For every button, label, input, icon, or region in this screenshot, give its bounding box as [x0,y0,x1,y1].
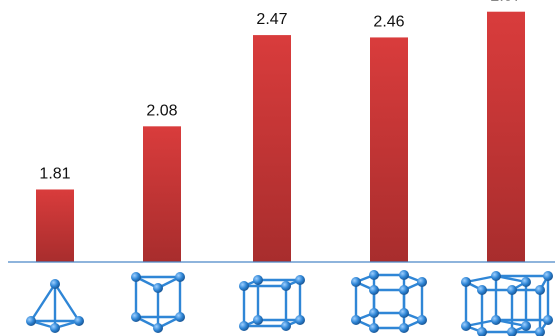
bar-2 [143,126,181,262]
bars-layer [36,11,525,263]
trigonal-prism-cluster-icon [131,272,185,333]
data-label-3: 2.47 [256,11,287,28]
tetrahedron-cluster-icon [26,279,84,333]
double-cube-cluster-icon [461,271,553,336]
bar-4 [370,37,408,262]
hexagonal-prism-cluster-icon [351,270,427,333]
cube-prism-cluster-icon [239,275,305,331]
bar-1 [36,189,74,262]
category-icons-layer [26,270,553,336]
data-label-4: 2.46 [373,13,404,30]
bar-5 [487,11,525,263]
data-label-1: 1.81 [39,165,70,182]
data-label-5: 2.57 [490,0,521,5]
data-labels-layer: 1.81 2.08 2.47 2.46 2.57 [39,0,521,182]
data-label-2: 2.08 [146,102,177,119]
bar-3 [253,35,291,262]
